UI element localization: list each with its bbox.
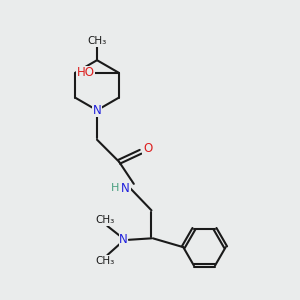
Text: HO: HO: [76, 66, 94, 79]
Text: N: N: [121, 182, 130, 195]
Text: O: O: [143, 142, 152, 155]
Text: N: N: [93, 104, 101, 117]
Text: H: H: [111, 183, 120, 193]
Text: CH₃: CH₃: [96, 256, 115, 266]
Text: CH₃: CH₃: [96, 215, 115, 225]
Text: N: N: [119, 233, 128, 246]
Text: CH₃: CH₃: [87, 36, 106, 46]
